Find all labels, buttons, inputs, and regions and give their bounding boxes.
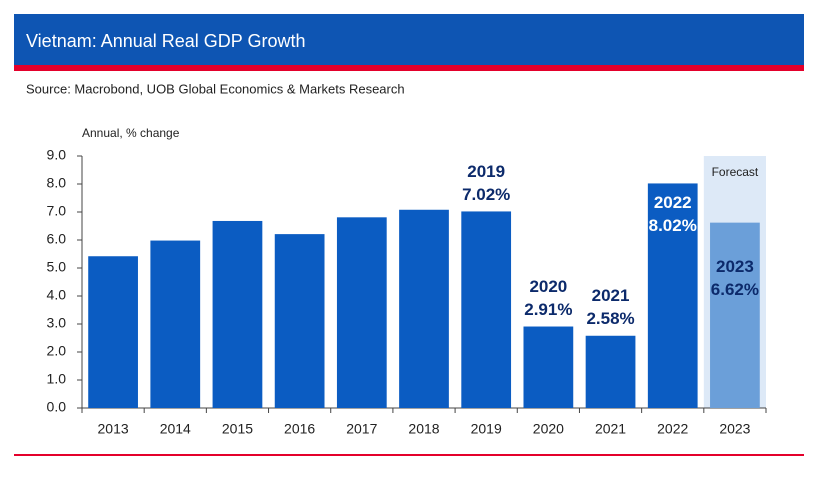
x-tick-label: 2019 [471, 421, 502, 437]
header-band [14, 14, 804, 65]
x-tick-label: 2020 [533, 421, 564, 437]
y-tick-label: 2.0 [47, 343, 67, 359]
title: Vietnam: Annual Real GDP Growth [26, 31, 305, 51]
bar [88, 256, 138, 408]
y-tick-label: 5.0 [47, 259, 67, 275]
value-label: 2.91% [524, 300, 572, 319]
x-tick-label: 2022 [657, 421, 688, 437]
x-tick-label: 2018 [408, 421, 439, 437]
value-label-year: 2019 [467, 162, 505, 181]
value-label: 7.02% [462, 185, 510, 204]
y-tick-label: 6.0 [47, 231, 67, 247]
y-tick-label: 1.0 [47, 371, 67, 387]
x-tick-label: 2015 [222, 421, 253, 437]
bar [647, 183, 698, 408]
value-label: 8.02% [649, 216, 697, 235]
bar [150, 240, 201, 408]
y-tick-label: 4.0 [47, 287, 67, 303]
bar [710, 222, 760, 408]
value-label-year: 2021 [592, 286, 630, 305]
footer-rule [14, 454, 804, 456]
bar [585, 335, 636, 408]
forecast-label: Forecast [712, 165, 759, 179]
value-label-year: 2023 [716, 257, 754, 276]
x-tick-label: 2023 [719, 421, 750, 437]
y-axis-label: Annual, % change [82, 126, 180, 140]
y-tick-label: 3.0 [47, 315, 67, 331]
bar [212, 220, 263, 408]
value-label: 6.62% [711, 280, 759, 299]
y-tick-label: 9.0 [47, 147, 67, 163]
x-tick-label: 2013 [98, 421, 129, 437]
y-tick-label: 8.0 [47, 175, 67, 191]
bar [274, 234, 325, 408]
value-label: 2.58% [586, 309, 634, 328]
x-tick-label: 2021 [595, 421, 626, 437]
value-label-year: 2022 [654, 193, 692, 212]
y-tick-label: 0.0 [47, 399, 67, 415]
bar [523, 326, 574, 408]
bar [461, 211, 512, 408]
y-tick-label: 7.0 [47, 203, 67, 219]
bar [399, 209, 449, 408]
header-rule [14, 65, 804, 71]
value-label-year: 2020 [529, 277, 567, 296]
bar [336, 217, 387, 408]
source: Source: Macrobond, UOB Global Economics … [26, 81, 405, 96]
x-tick-label: 2014 [160, 421, 191, 437]
x-tick-label: 2016 [284, 421, 315, 437]
x-tick-label: 2017 [346, 421, 377, 437]
